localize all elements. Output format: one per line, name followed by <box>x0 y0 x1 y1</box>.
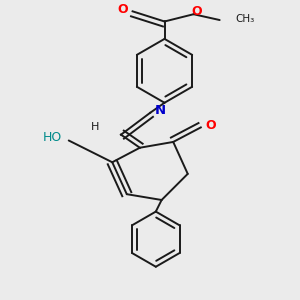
Text: O: O <box>191 5 202 18</box>
Text: H: H <box>91 122 99 132</box>
Text: HO: HO <box>43 131 62 144</box>
Text: N: N <box>154 103 166 116</box>
Text: O: O <box>206 119 216 133</box>
Text: CH₃: CH₃ <box>236 14 255 24</box>
Text: O: O <box>117 3 128 16</box>
